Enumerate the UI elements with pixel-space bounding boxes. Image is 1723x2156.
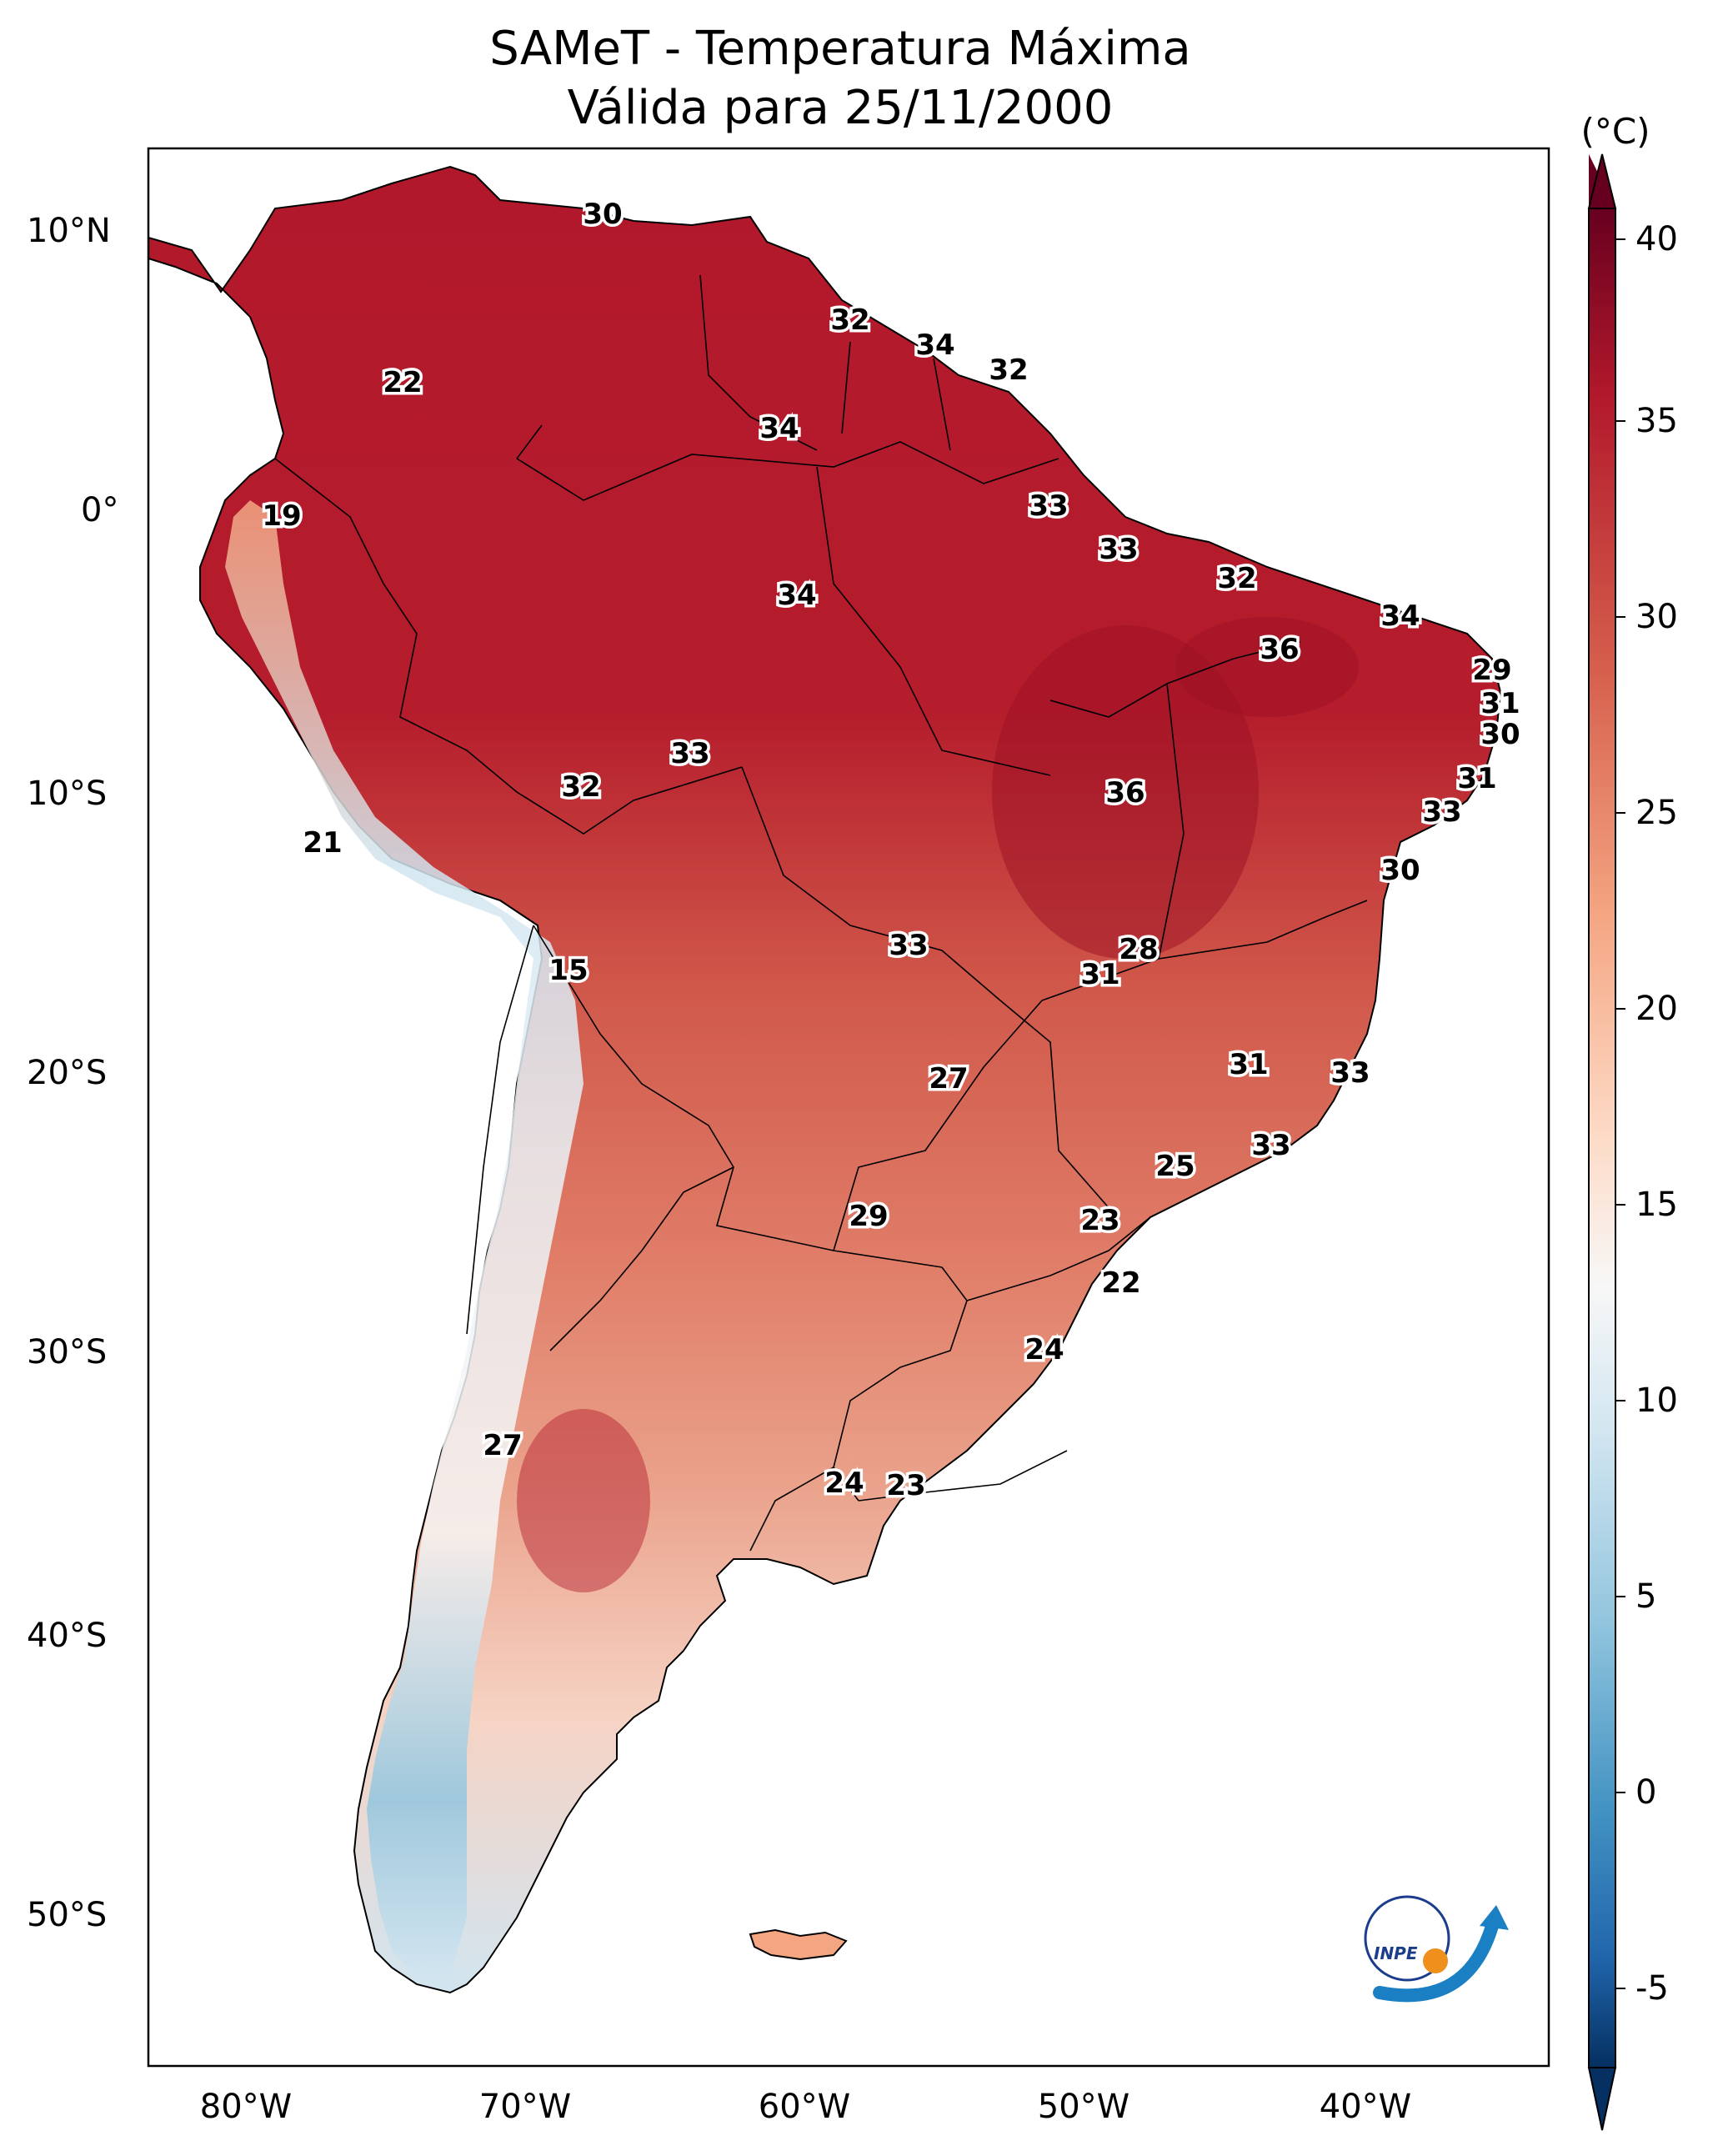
- contour-label: 15: [548, 954, 588, 987]
- contour-label: 23: [886, 1469, 925, 1502]
- lon-tick: 40°W: [1320, 2088, 1411, 2126]
- contour-label: 34: [777, 579, 816, 612]
- contour-label: 33: [1330, 1056, 1370, 1090]
- contour-label: 19: [262, 499, 301, 533]
- contour-label: 27: [483, 1429, 522, 1462]
- lon-tick: 50°W: [1038, 2088, 1129, 2126]
- contour-label: 30: [1480, 718, 1520, 751]
- contour-label: 21: [303, 826, 342, 860]
- map-area: [147, 147, 1550, 2068]
- contour-label: 33: [889, 929, 928, 962]
- title-line-1: SAMeT - Temperatura Máxima: [489, 22, 1191, 76]
- colorbar-unit: (°C): [1580, 111, 1650, 152]
- contour-label: 33: [1422, 795, 1461, 829]
- colorbar-tick: -5: [1635, 1969, 1669, 2008]
- longitude-axis: 80°W 70°W 60°W 50°W 40°W: [200, 2088, 1411, 2126]
- colorbar: (°C) 40 35 30 25 20 15 10 5 0 -5: [1580, 111, 1678, 2131]
- contour-label: 32: [561, 770, 600, 804]
- contour-label: 28: [1119, 933, 1158, 966]
- contour-label: 32: [1217, 562, 1256, 595]
- lat-tick: 10°N: [27, 212, 111, 250]
- lon-tick: 80°W: [200, 2088, 292, 2126]
- colorbar-tick: 5: [1635, 1577, 1656, 1616]
- contour-label: 36: [1105, 776, 1144, 810]
- colorbar-tick: 20: [1635, 990, 1678, 1028]
- contour-label: 32: [830, 303, 869, 337]
- contour-label: 33: [1099, 533, 1138, 566]
- colorbar-tick: 0: [1635, 1773, 1656, 1812]
- contour-label: 25: [1155, 1150, 1195, 1183]
- contour-label: 33: [670, 737, 709, 770]
- contour-labels: 30 32 34 32 22 34 19 33 33 34 32 34 36 2…: [259, 195, 1523, 1506]
- lat-tick: 20°S: [27, 1054, 107, 1092]
- lat-tick: 50°S: [27, 1896, 107, 1934]
- colorbar-tick: 25: [1635, 794, 1678, 832]
- lat-tick: 0°: [81, 491, 118, 529]
- contour-label: 24: [824, 1467, 864, 1500]
- contour-label: 33: [1029, 489, 1068, 523]
- contour-label: 31: [1080, 958, 1119, 991]
- contour-label: 27: [929, 1062, 968, 1096]
- contour-label: 31: [1457, 762, 1496, 795]
- contour-label: 22: [383, 366, 422, 399]
- contour-label: 24: [1024, 1333, 1064, 1366]
- contour-label: 22: [1101, 1266, 1140, 1300]
- falkland-islands: [749, 1928, 848, 1961]
- colorbar-tick: 40: [1635, 220, 1678, 258]
- colorbar-tick: 30: [1635, 598, 1678, 636]
- contour-label: 36: [1260, 633, 1299, 666]
- contour-label: 29: [849, 1200, 888, 1233]
- title-line-2: Válida para 25/11/2000: [568, 81, 1114, 135]
- contour-label: 33: [1251, 1129, 1290, 1162]
- contour-label: 23: [1080, 1204, 1119, 1237]
- colorbar-tick: 35: [1635, 402, 1678, 440]
- lat-tick: 40°S: [27, 1617, 107, 1655]
- contour-label: 29: [1472, 654, 1511, 687]
- colorbar-tick: 15: [1635, 1186, 1678, 1224]
- contour-label: 30: [1380, 854, 1420, 887]
- contour-label: 31: [1480, 687, 1520, 720]
- contour-label: 34: [759, 412, 799, 445]
- contour-label: 32: [989, 353, 1028, 387]
- country-borders: [274, 274, 1368, 1552]
- lon-tick: 70°W: [479, 2088, 571, 2126]
- andes-highlands: [225, 500, 584, 1976]
- contour-label: 30: [583, 198, 622, 231]
- contour-label: 34: [915, 328, 954, 362]
- logo-text: INPE: [1374, 1943, 1418, 1963]
- lat-tick: 10°S: [27, 775, 107, 813]
- inpe-logo: INPE: [1364, 1895, 1509, 2003]
- latitude-axis: 10°N 0° 10°S 20°S 30°S 40°S 50°S: [27, 212, 118, 1934]
- contour-label: 31: [1229, 1048, 1268, 1081]
- colorbar-tick: 10: [1635, 1381, 1678, 1420]
- lat-tick: 30°S: [27, 1333, 107, 1371]
- contour-label: 34: [1380, 599, 1420, 633]
- lon-tick: 60°W: [759, 2088, 850, 2126]
